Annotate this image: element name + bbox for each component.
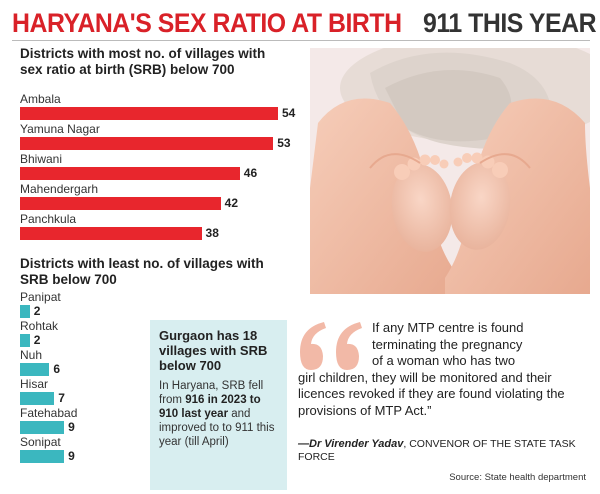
least-bar-label: Fatehabad [20,406,78,420]
gurgaon-callout: Gurgaon has 18 villages with SRB below 7… [150,320,287,490]
callout-body-highlight: 916 in 2023 to 910 last year [159,394,261,420]
least-bar-label: Nuh [20,348,43,362]
quote-attribution: —Dr Virender Yadav, CONVENOR OF THE STAT… [298,438,588,464]
least-bar-value: 6 [53,362,61,376]
least-bar [20,392,55,405]
least-bar-value: 9 [68,420,75,434]
most-bar [20,137,274,150]
quotation-mark-icon [300,322,362,370]
most-bar-label: Bhiwani [20,152,63,166]
least-bar-label: Hisar [20,377,49,391]
least-bar-value: 2 [33,304,41,318]
least-bar [20,334,30,347]
least-bar-value: 7 [58,391,65,405]
quote-line-3: of a woman who has two [372,353,516,368]
least-bar [20,363,50,376]
callout-body-end: and improved to to 911 this year (till A… [159,408,275,448]
most-bar [20,167,240,180]
least-bar [20,421,65,434]
callout-body-start: In Haryana, SRB fell from [159,380,264,406]
most-bar-label: Panchkula [20,212,77,226]
least-bar [20,450,65,463]
least-bar [20,305,30,318]
headline-main: HARYANA'S SEX RATIO AT BIRTH [12,7,402,38]
most-bar-label: Mahendergarh [20,182,99,196]
callout-title: Gurgaon has 18 villages with SRB below 7… [159,328,268,373]
least-bar-value: 2 [33,333,41,347]
least-bar-label: Panipat [20,290,61,304]
quote: If any MTP centre is found terminating t… [298,320,588,419]
quote-author: —Dr Virender Yadav [298,438,404,450]
headline-figure: 911 THIS YEAR [423,7,597,38]
least-villages-chart-title: Districts with least no. of villages wit… [20,256,264,287]
most-bar-label: Yamuna Nagar [20,122,100,136]
most-bar-value: 46 [243,166,258,180]
most-bar-value: 42 [224,196,239,210]
least-bar-label: Rohtak [20,319,59,333]
most-bar [20,107,278,120]
quote-rest: girl children, they will be monitored an… [298,369,565,418]
quote-line-1: If any MTP centre is found [372,320,524,335]
least-bar-label: Sonipat [20,435,61,449]
headline-divider [12,40,590,41]
source-note: Source: State health department [449,472,586,483]
least-bar-value: 9 [68,449,75,463]
quote-author-role: , CONVENOR OF THE STATE TASK FORCE [298,438,576,463]
most-bar [20,227,202,240]
most-bar-label: Ambala [20,92,61,106]
baby-feet-photo [310,48,590,294]
quote-line-2: terminating the pregnancy [372,336,523,352]
headline: HARYANA'S SEX RATIO AT BIRTH 911 THIS YE… [12,6,597,40]
most-bar-value: 53 [277,136,291,150]
most-bar-value: 38 [205,226,219,240]
most-villages-chart-title: Districts with most no. of villages with… [20,46,266,77]
most-bar [20,197,221,210]
baby-feet-heart-hands-image [310,48,590,294]
callout-body: In Haryana, SRB fell from 916 in 2023 to… [159,379,278,449]
most-bar-value: 54 [282,106,296,120]
